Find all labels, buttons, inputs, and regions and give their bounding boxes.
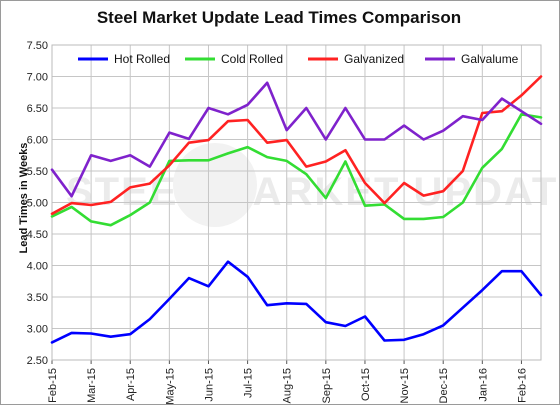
y-tick-label: 6.00 — [27, 135, 48, 147]
legend-label-cold-rolled: Cold Rolled — [221, 52, 283, 66]
legend-label-galvalume: Galvalume — [461, 52, 519, 66]
x-tick-label: Mar-15 — [86, 368, 98, 403]
x-tick-label: Feb-15 — [47, 368, 59, 403]
y-tick-label: 6.50 — [27, 103, 48, 115]
y-tick-label: 5.00 — [27, 198, 48, 210]
x-tick-label: Jan-16 — [477, 368, 489, 402]
y-tick-label: 7.50 — [27, 40, 48, 52]
x-tick-label: Oct-15 — [360, 368, 372, 401]
chart-title: Steel Market Update Lead Times Compariso… — [96, 8, 462, 27]
x-tick-label: Feb-16 — [516, 368, 528, 403]
y-tick-label: 5.50 — [27, 166, 48, 178]
series-line-galvalume — [50, 81, 543, 198]
x-tick-label: Aug-15 — [282, 368, 294, 403]
plot-border — [51, 44, 542, 361]
x-tick-label: Jun-15 — [203, 368, 215, 402]
series-line-hot-rolled — [50, 260, 543, 344]
watermark-logo — [173, 143, 257, 227]
x-tick-label: Jul-15 — [243, 368, 255, 398]
legend-label-hot-rolled: Hot Rolled — [114, 52, 170, 66]
x-tick-label: May-15 — [164, 368, 176, 405]
series-line-galvanized — [50, 75, 543, 216]
y-tick-label: 2.50 — [27, 355, 48, 367]
legend-label-galvanized: Galvanized — [344, 52, 404, 66]
y-tick-label: 4.00 — [27, 261, 48, 273]
x-tick-label: Apr-15 — [125, 368, 137, 401]
series-line-cold-rolled — [50, 113, 543, 227]
y-tick-label: 4.50 — [27, 229, 48, 241]
x-tick-label: Nov-15 — [399, 368, 411, 403]
y-tick-label: 3.50 — [27, 292, 48, 304]
x-tick-label: Dec-15 — [438, 368, 450, 403]
y-tick-label: 7.00 — [27, 72, 48, 84]
y-tick-label: 3.00 — [27, 324, 48, 336]
x-tick-label: Sep-15 — [321, 368, 333, 403]
